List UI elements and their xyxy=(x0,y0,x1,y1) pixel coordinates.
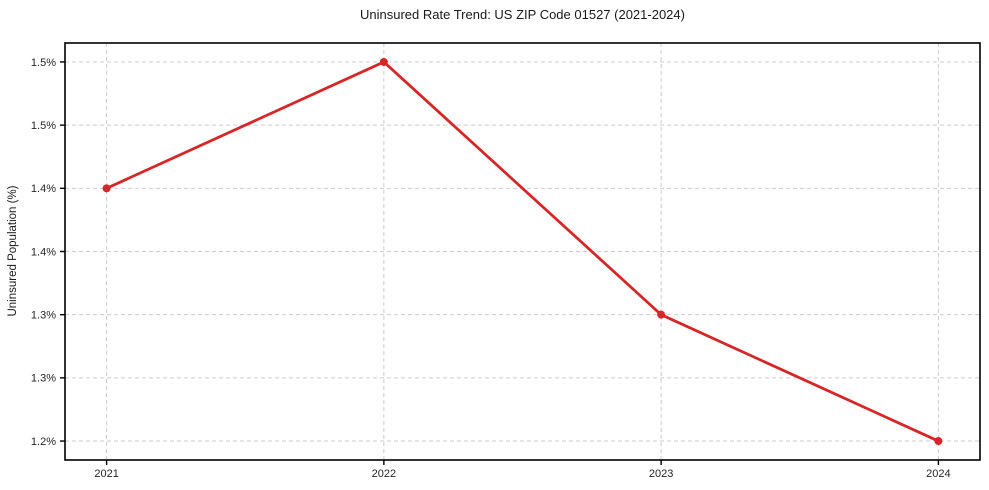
x-tick-label: 2023 xyxy=(649,468,673,480)
trend-line xyxy=(105,60,940,443)
y-tick-label: 1.3% xyxy=(31,310,56,322)
y-tick-label: 1.3% xyxy=(31,373,56,385)
x-tick-label: 2024 xyxy=(926,468,950,480)
data-point-marker xyxy=(934,437,943,446)
x-tick-label: 2021 xyxy=(94,468,118,480)
y-tick-label: 1.2% xyxy=(31,436,56,448)
y-tick-label: 1.4% xyxy=(31,183,56,195)
plot-border xyxy=(64,42,981,461)
data-point-marker xyxy=(102,184,111,193)
y-tick-label: 1.5% xyxy=(31,120,56,132)
data-point-marker xyxy=(657,310,666,319)
x-tick-label: 2022 xyxy=(372,468,396,480)
data-point-marker xyxy=(379,57,388,66)
y-tick-label: 1.5% xyxy=(31,57,56,69)
chart-title: Uninsured Rate Trend: US ZIP Code 01527 … xyxy=(360,7,685,22)
y-tick-label: 1.4% xyxy=(31,246,56,258)
